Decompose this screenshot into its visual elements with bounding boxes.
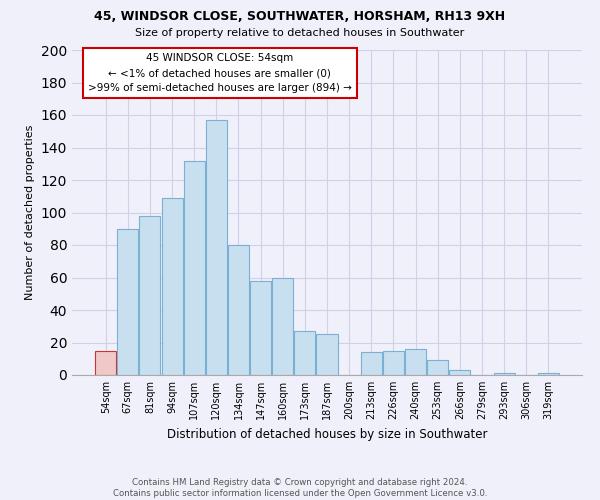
Text: Contains HM Land Registry data © Crown copyright and database right 2024.
Contai: Contains HM Land Registry data © Crown c… <box>113 478 487 498</box>
Bar <box>295 331 316 375</box>
Bar <box>449 370 470 375</box>
Bar <box>118 229 139 375</box>
Text: Size of property relative to detached houses in Southwater: Size of property relative to detached ho… <box>136 28 464 38</box>
Y-axis label: Number of detached properties: Number of detached properties <box>25 125 35 300</box>
Bar <box>361 352 382 375</box>
Bar <box>405 349 426 375</box>
Bar <box>184 160 205 375</box>
Bar <box>95 350 116 375</box>
Bar <box>139 216 160 375</box>
Bar <box>228 245 249 375</box>
Text: 45 WINDSOR CLOSE: 54sqm
← <1% of detached houses are smaller (0)
>99% of semi-de: 45 WINDSOR CLOSE: 54sqm ← <1% of detache… <box>88 53 352 93</box>
Bar <box>206 120 227 375</box>
Bar <box>250 281 271 375</box>
Bar <box>427 360 448 375</box>
Bar <box>383 350 404 375</box>
Bar <box>538 374 559 375</box>
Bar <box>161 198 182 375</box>
Text: 45, WINDSOR CLOSE, SOUTHWATER, HORSHAM, RH13 9XH: 45, WINDSOR CLOSE, SOUTHWATER, HORSHAM, … <box>94 10 506 23</box>
Bar <box>272 278 293 375</box>
Bar <box>316 334 338 375</box>
Bar <box>494 374 515 375</box>
X-axis label: Distribution of detached houses by size in Southwater: Distribution of detached houses by size … <box>167 428 487 440</box>
